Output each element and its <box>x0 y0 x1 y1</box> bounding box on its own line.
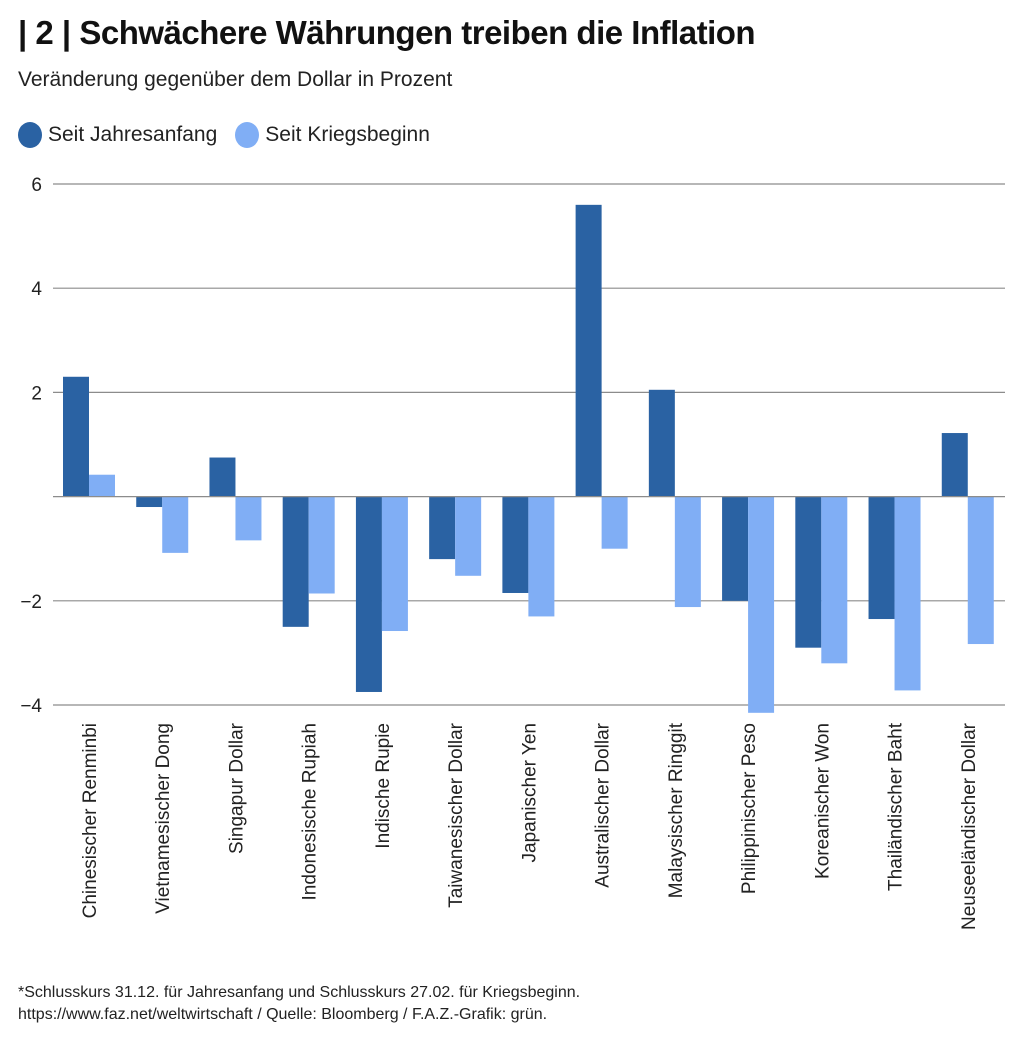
gridlines <box>53 183 1005 706</box>
bar-seit-jahresanfang: Taiwanesischer Dollar: -1.2 <box>429 496 456 560</box>
bar-seit-kriegsbeginn: Koreanischer Won: -3.2 <box>821 496 848 664</box>
bar-chart: Chinesischer Renminbi: 2.3Chinesischer R… <box>20 175 1005 930</box>
legend: Seit Jahresanfang Seit Kriegsbeginn <box>18 122 448 148</box>
y-tick-label: −2 <box>20 592 42 613</box>
x-category-label: Neuseeländischer Dollar <box>959 722 980 930</box>
x-category-label: Japanischer Yen <box>519 723 540 862</box>
bar-seit-kriegsbeginn: Chinesischer Renminbi: 0.42 <box>89 474 115 497</box>
x-category-label: Chinesischer Renminbi <box>80 723 101 918</box>
bar-seit-kriegsbeginn: Malaysischer Ringgit: -2.12 <box>674 496 701 608</box>
y-tick-label: 4 <box>31 279 42 300</box>
x-category-label: Thailändischer Baht <box>886 722 907 891</box>
chart-subtitle: Veränderung gegenüber dem Dollar in Proz… <box>18 68 453 91</box>
bar-seit-kriegsbeginn: Neuseeländischer Dollar: -2.83 <box>967 496 994 645</box>
bar-seit-jahresanfang: Philippinischer Peso: -2 <box>722 496 749 601</box>
bars: Chinesischer Renminbi: 2.3Chinesischer R… <box>63 204 994 713</box>
y-tick-label: 2 <box>31 383 42 404</box>
x-category-label: Malaysischer Ringgit <box>666 722 687 898</box>
footer: *Schlusskurs 31.12. für Jahresanfang und… <box>18 982 580 1026</box>
x-category-label: Australischer Dollar <box>593 722 614 887</box>
y-axis-ticks: 6 4 2 −2 −4 <box>20 175 42 717</box>
y-tick-label: −4 <box>20 696 42 717</box>
bar-seit-jahresanfang: Japanischer Yen: -1.85 <box>502 496 529 593</box>
source-line: https://www.faz.net/weltwirtschaft / Que… <box>18 1006 548 1023</box>
x-category-label: Koreanischer Won <box>812 723 833 879</box>
bar-seit-jahresanfang: Vietnamesischer Dong: -0.2 <box>136 496 163 508</box>
bar-seit-kriegsbeginn: Taiwanesischer Dollar: -1.52 <box>455 496 482 576</box>
chart-title: | 2 | Schwächere Währungen treiben die I… <box>18 14 756 51</box>
bar-seit-kriegsbeginn: Australischer Dollar: -1 <box>601 496 628 549</box>
bar-seit-kriegsbeginn: Indische Rupie: -2.58 <box>381 496 408 632</box>
bar-seit-jahresanfang: Indische Rupie: -3.75 <box>355 496 382 692</box>
bar-seit-jahresanfang: Chinesischer Renminbi: 2.3 <box>63 376 89 497</box>
bar-seit-jahresanfang: Australischer Dollar: 5.6 <box>575 204 602 497</box>
bar-seit-kriegsbeginn: Philippinischer Peso: -4.15 <box>748 496 775 713</box>
bar-seit-jahresanfang: Malaysischer Ringgit: 2.05 <box>648 389 675 497</box>
legend-swatch-dark-icon <box>18 122 42 148</box>
x-category-label: Singapur Dollar <box>226 722 247 854</box>
bar-seit-jahresanfang: Singapur Dollar: 0.75 <box>209 457 236 497</box>
x-category-label: Indische Rupie <box>373 723 394 849</box>
bar-seit-jahresanfang: Indonesische Rupiah: -2.5 <box>282 496 309 627</box>
bar-seit-kriegsbeginn: Vietnamesischer Dong: -1.08 <box>162 496 189 553</box>
x-axis-labels: Chinesischer Renminbi Vietnamesischer Don… <box>80 722 980 930</box>
bar-seit-kriegsbeginn: Singapur Dollar: -0.84 <box>235 496 262 541</box>
footnote: *Schlusskurs 31.12. für Jahresanfang und… <box>18 984 581 1001</box>
x-category-label: Vietnamesischer Dong <box>153 723 174 914</box>
bar-seit-kriegsbeginn: Thailändischer Baht: -3.72 <box>894 496 921 691</box>
bar-seit-jahresanfang: Thailändischer Baht: -2.35 <box>868 496 895 620</box>
legend-item-seit-jahresanfang[interactable]: Seit Jahresanfang <box>18 122 217 148</box>
x-category-label: Taiwanesischer Dollar <box>446 722 467 907</box>
legend-swatch-light-icon <box>235 122 260 148</box>
x-category-label: Indonesische Rupiah <box>300 723 321 900</box>
bar-seit-jahresanfang: Neuseeländischer Dollar: 1.22 <box>941 433 968 497</box>
x-category-label: Philippinischer Peso <box>739 723 760 894</box>
bar-seit-kriegsbeginn: Indonesische Rupiah: -1.86 <box>308 496 335 594</box>
bar-seit-kriegsbeginn: Japanischer Yen: -2.3 <box>528 496 555 617</box>
y-tick-label: 6 <box>31 175 42 196</box>
bar-seit-jahresanfang: Koreanischer Won: -2.9 <box>795 496 822 648</box>
legend-label: Seit Kriegsbeginn <box>265 123 430 146</box>
legend-item-seit-kriegsbeginn[interactable]: Seit Kriegsbeginn <box>235 122 430 148</box>
legend-label: Seit Jahresanfang <box>48 123 218 146</box>
